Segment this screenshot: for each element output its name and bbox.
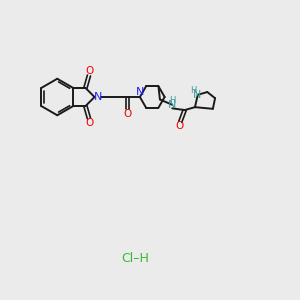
Text: N: N xyxy=(136,87,144,97)
Text: O: O xyxy=(85,66,94,76)
Text: H: H xyxy=(169,96,176,105)
Text: N: N xyxy=(193,90,201,100)
Text: H: H xyxy=(190,86,196,95)
Text: O: O xyxy=(85,118,94,128)
Text: O: O xyxy=(175,121,183,131)
Text: O: O xyxy=(124,109,132,119)
Text: Cl–H: Cl–H xyxy=(121,252,149,266)
Text: N: N xyxy=(94,92,103,102)
Text: N: N xyxy=(168,100,176,110)
